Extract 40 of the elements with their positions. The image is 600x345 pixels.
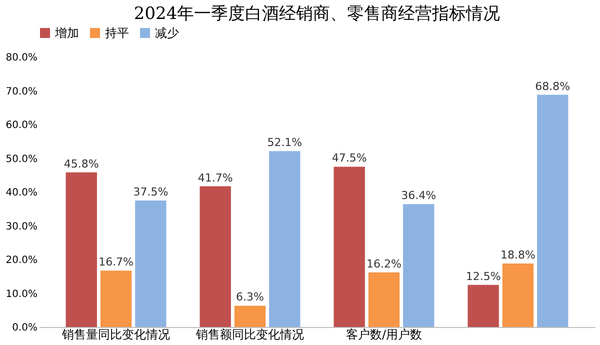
x-tick-label: 销售额同比变化情况 <box>195 328 304 342</box>
data-label: 6.3% <box>236 290 264 304</box>
x-tick-label: 客户数/用户数 <box>346 328 422 342</box>
data-label: 12.5% <box>466 270 501 283</box>
y-tick-label: 70.0% <box>6 86 38 98</box>
bar <box>66 172 97 327</box>
data-label: 68.8% <box>535 80 570 93</box>
bar <box>334 166 365 327</box>
legend-label: 增加 <box>54 26 79 40</box>
legend-label: 减少 <box>155 26 179 40</box>
bar <box>537 94 568 327</box>
y-tick-label: 10.0% <box>6 288 38 300</box>
y-tick-label: 50.0% <box>6 154 38 165</box>
data-label: 16.7% <box>98 256 134 269</box>
bar <box>135 200 166 327</box>
bar <box>269 151 300 327</box>
bar <box>403 204 434 327</box>
y-tick-label: 60.0% <box>6 120 38 131</box>
data-label: 41.7% <box>198 171 233 184</box>
bar <box>502 264 534 327</box>
bar <box>368 272 400 327</box>
y-tick-label: 30.0% <box>6 221 38 232</box>
data-label: 16.2% <box>366 257 402 270</box>
bar <box>468 284 499 327</box>
data-label: 45.8% <box>64 157 99 170</box>
bar <box>100 270 132 327</box>
data-label: 18.8% <box>500 248 536 262</box>
legend-label: 持平 <box>105 26 129 40</box>
data-label: 52.1% <box>267 136 302 150</box>
chart-title: 2024年一季度白酒经销商、零售商经营指标情况 <box>134 4 500 24</box>
x-tick-label: 销售量同比变化情况 <box>61 328 170 342</box>
bar <box>234 306 266 327</box>
data-label: 37.5% <box>133 185 168 198</box>
data-label: 36.4% <box>401 189 436 202</box>
y-tick-label: 20.0% <box>6 255 38 266</box>
bar <box>200 186 231 327</box>
y-tick-label: 80.0% <box>6 52 38 64</box>
y-tick-label: 40.0% <box>6 188 38 198</box>
y-tick-label: 0.0% <box>12 322 38 334</box>
data-label: 47.5% <box>332 152 367 165</box>
